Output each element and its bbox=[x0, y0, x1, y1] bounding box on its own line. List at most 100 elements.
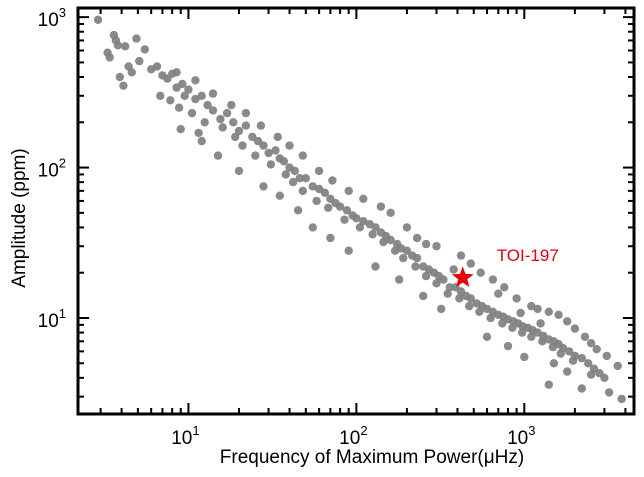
data-point bbox=[371, 223, 380, 232]
data-point bbox=[577, 384, 586, 393]
data-point bbox=[563, 367, 572, 376]
data-point bbox=[264, 148, 273, 158]
data-point bbox=[259, 182, 268, 191]
data-point bbox=[455, 294, 464, 303]
data-point bbox=[197, 136, 206, 146]
data-point bbox=[342, 206, 352, 215]
data-point bbox=[176, 125, 185, 134]
data-point bbox=[516, 308, 525, 318]
data-point bbox=[577, 354, 586, 363]
data-point bbox=[445, 283, 454, 292]
data-point bbox=[376, 202, 386, 211]
data-point bbox=[132, 34, 141, 43]
data-point bbox=[184, 85, 193, 94]
data-point bbox=[187, 108, 197, 118]
data-point bbox=[279, 157, 289, 166]
data-point bbox=[135, 56, 144, 66]
data-point bbox=[355, 223, 365, 232]
data-point bbox=[449, 265, 458, 274]
data-point bbox=[208, 89, 218, 98]
data-point bbox=[273, 132, 282, 142]
data-point bbox=[241, 121, 251, 130]
data-point bbox=[320, 188, 330, 197]
plot-frame bbox=[76, 6, 636, 416]
data-point bbox=[600, 373, 609, 382]
data-point bbox=[127, 68, 136, 77]
data-point bbox=[298, 151, 307, 160]
data-point bbox=[568, 356, 578, 365]
data-point bbox=[140, 45, 149, 54]
points-layer bbox=[93, 15, 626, 404]
data-point bbox=[103, 48, 112, 57]
data-point bbox=[197, 91, 206, 101]
x-tick-label: 103 bbox=[507, 423, 535, 449]
data-point bbox=[178, 79, 187, 89]
data-point bbox=[412, 253, 422, 263]
data-point bbox=[586, 339, 596, 348]
data-point bbox=[121, 42, 130, 51]
data-point bbox=[115, 72, 125, 82]
data-point bbox=[399, 253, 408, 263]
data-point bbox=[259, 141, 268, 150]
data-point bbox=[285, 141, 294, 150]
data-point bbox=[544, 307, 553, 316]
data-point bbox=[281, 170, 290, 179]
data-point bbox=[298, 186, 307, 196]
data-point bbox=[421, 239, 431, 249]
data-point bbox=[580, 332, 590, 341]
data-point bbox=[174, 103, 184, 112]
data-point bbox=[222, 108, 232, 118]
data-point bbox=[328, 176, 337, 185]
data-point bbox=[275, 191, 284, 200]
data-point bbox=[218, 123, 227, 132]
data-point bbox=[517, 328, 527, 337]
data-point bbox=[293, 206, 303, 215]
data-point bbox=[234, 166, 244, 176]
y-tick-label: 101 bbox=[38, 306, 66, 332]
data-point bbox=[308, 182, 317, 191]
data-point bbox=[266, 160, 276, 169]
data-point bbox=[113, 41, 123, 50]
data-point bbox=[512, 294, 521, 303]
data-point bbox=[288, 177, 298, 187]
data-point bbox=[494, 289, 503, 298]
data-point bbox=[527, 332, 536, 341]
data-point bbox=[604, 388, 614, 397]
data-point bbox=[412, 233, 422, 243]
data-point bbox=[359, 194, 368, 203]
data-point bbox=[475, 307, 484, 316]
data-point bbox=[371, 262, 380, 271]
data-point bbox=[419, 291, 428, 301]
data-point bbox=[213, 151, 223, 160]
toi-197-label: TOI-197 bbox=[497, 246, 559, 265]
data-point bbox=[93, 15, 103, 24]
data-point bbox=[556, 349, 565, 358]
data-point bbox=[584, 359, 593, 368]
data-point bbox=[208, 106, 218, 115]
data-point bbox=[411, 262, 420, 271]
data-point bbox=[290, 166, 299, 176]
data-point bbox=[324, 203, 333, 212]
data-point bbox=[241, 108, 251, 118]
data-point bbox=[432, 279, 441, 288]
data-point bbox=[500, 283, 509, 292]
data-point bbox=[152, 62, 162, 71]
data-point bbox=[549, 359, 559, 368]
x-tick-label: 102 bbox=[339, 423, 367, 449]
x-axis-label: Frequency of Maximum Power(μHz) bbox=[220, 447, 524, 468]
data-point bbox=[229, 118, 238, 127]
ticks-layer: 101 102 103 101 102 103 bbox=[38, 5, 634, 449]
data-point bbox=[344, 246, 353, 255]
y-tick-label: 103 bbox=[38, 5, 66, 31]
data-point bbox=[359, 217, 368, 226]
data-point bbox=[466, 259, 475, 268]
data-point bbox=[352, 214, 361, 223]
data-point bbox=[439, 275, 448, 284]
data-point bbox=[508, 323, 517, 332]
data-point bbox=[308, 223, 317, 232]
data-point bbox=[476, 268, 485, 277]
data-point bbox=[271, 146, 280, 155]
data-point bbox=[301, 174, 310, 183]
